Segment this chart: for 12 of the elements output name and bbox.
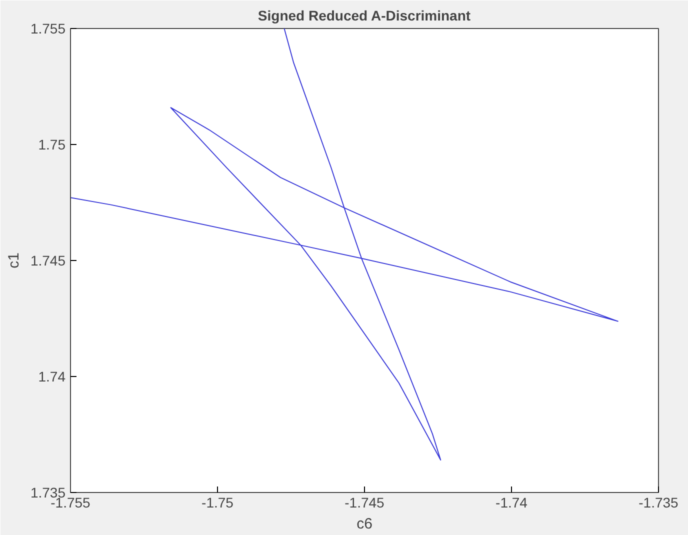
x-axis-title: c6: [356, 516, 372, 532]
y-tick-label: 1.74: [38, 368, 66, 384]
x-tick-label: -1.735: [638, 494, 679, 510]
y-axis-title: c1: [5, 252, 22, 268]
x-tick-label: -1.745: [344, 494, 385, 510]
y-tick-label: 1.745: [30, 252, 66, 268]
x-tick-label: -1.74: [496, 494, 528, 510]
x-tick-label: -1.75: [202, 494, 234, 510]
y-tick-label: 1.75: [38, 136, 66, 152]
line-series: [70, 28, 618, 461]
chart-title: Signed Reduced A-Discriminant: [258, 8, 471, 24]
y-tick-label: 1.755: [30, 20, 66, 36]
